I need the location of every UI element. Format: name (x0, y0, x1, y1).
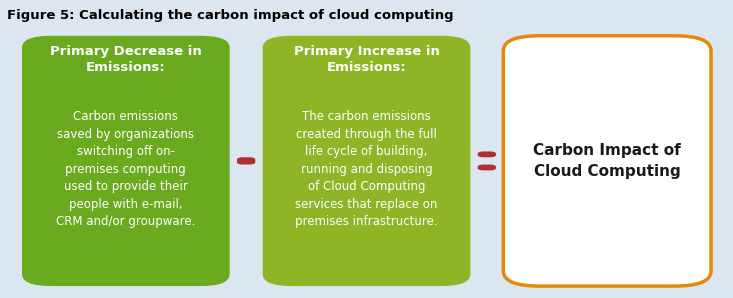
FancyBboxPatch shape (22, 36, 229, 286)
FancyBboxPatch shape (504, 36, 711, 286)
FancyBboxPatch shape (237, 157, 255, 164)
Text: Figure 5: Calculating the carbon impact of cloud computing: Figure 5: Calculating the carbon impact … (7, 9, 454, 22)
Text: Carbon emissions
saved by organizations
switching off on-
premises computing
use: Carbon emissions saved by organizations … (56, 110, 196, 228)
FancyBboxPatch shape (478, 151, 496, 157)
FancyBboxPatch shape (478, 164, 496, 170)
Text: Primary Decrease in
Emissions:: Primary Decrease in Emissions: (50, 45, 202, 74)
Text: Primary Increase in
Emissions:: Primary Increase in Emissions: (293, 45, 440, 74)
Text: Carbon Impact of
Cloud Computing: Carbon Impact of Cloud Computing (534, 143, 681, 179)
FancyBboxPatch shape (262, 36, 471, 286)
Text: The carbon emissions
created through the full
life cycle of building,
running an: The carbon emissions created through the… (295, 110, 438, 228)
